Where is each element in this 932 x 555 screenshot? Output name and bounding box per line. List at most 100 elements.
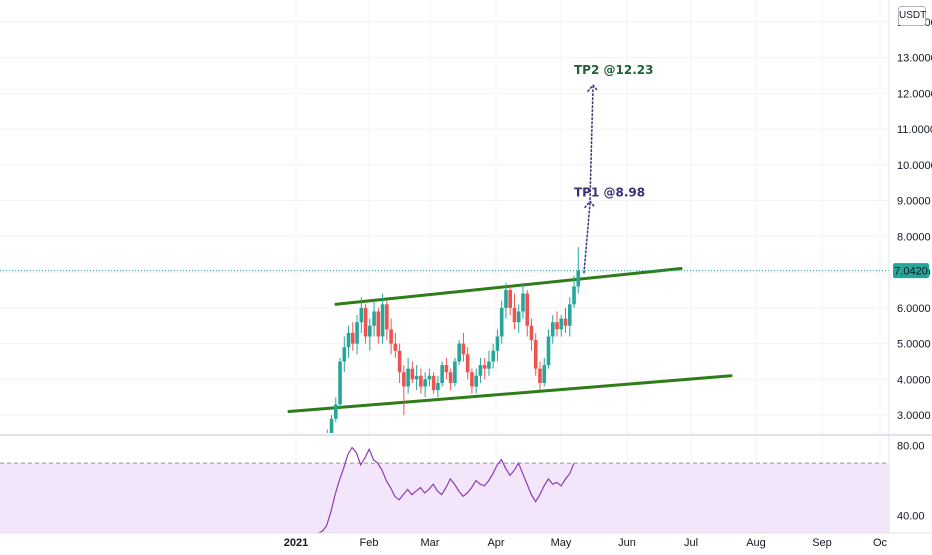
candle-body xyxy=(402,372,406,387)
candle-body xyxy=(444,365,449,373)
currency-badge[interactable]: USDT xyxy=(898,6,926,26)
price-tick-label: 13.0000 xyxy=(897,53,932,65)
target-projection xyxy=(583,83,599,274)
time-tick-label: Oc xyxy=(873,537,888,549)
oscillator-axis[interactable]: 80.00 40.00 xyxy=(897,441,925,523)
candle-body xyxy=(338,361,342,405)
candle-body xyxy=(376,311,381,337)
candle-body xyxy=(431,375,436,391)
candle-body xyxy=(380,304,385,337)
candle-body xyxy=(567,304,572,326)
candle-body xyxy=(346,332,351,348)
candle-body xyxy=(419,375,423,387)
candle-body xyxy=(538,368,542,383)
candle-body xyxy=(474,375,478,387)
time-tick-label: Mar xyxy=(421,537,440,549)
candle-body xyxy=(329,418,334,433)
candle-body xyxy=(427,375,432,380)
candle-body xyxy=(555,322,559,330)
time-tick-label: Feb xyxy=(360,537,379,549)
price-tick-label: 8.0000 xyxy=(897,231,931,243)
candle-body xyxy=(508,290,513,308)
oscillator-tick-label: 80.00 xyxy=(897,441,925,453)
candle-body xyxy=(512,307,517,323)
grid xyxy=(0,0,889,533)
time-tick-label: Sep xyxy=(812,537,832,549)
time-tick-label: 2021 xyxy=(284,537,308,549)
candle-body xyxy=(542,365,547,383)
candle-body xyxy=(355,322,359,344)
last-price-value: 7.0420 xyxy=(894,266,928,278)
candle-body xyxy=(436,382,440,391)
price-tick-label: 12.0000 xyxy=(897,88,932,100)
candle-body xyxy=(516,311,521,323)
candle-body xyxy=(393,343,398,351)
candle-body xyxy=(533,340,538,369)
candle-body xyxy=(478,365,483,376)
price-tick-label: 5.0000 xyxy=(897,339,931,351)
tp1-annotation[interactable]: TP1 @8.98 xyxy=(574,185,645,199)
candle-body xyxy=(359,307,364,323)
candle-body xyxy=(495,336,500,351)
candle-body xyxy=(491,350,495,362)
candlestick-series xyxy=(326,247,581,433)
candle-body xyxy=(453,361,457,383)
tp2-annotation[interactable]: TP2 @12.23 xyxy=(574,63,653,77)
oscillator-tick-label: 40.00 xyxy=(897,511,925,523)
time-tick-label: Jun xyxy=(618,537,636,549)
oscillator-line xyxy=(317,446,575,534)
oscillator-band xyxy=(0,463,889,533)
candle-body xyxy=(363,307,368,337)
tp1-projection-line xyxy=(583,202,591,274)
candle-body xyxy=(572,286,576,305)
tp2-projection-line xyxy=(589,86,594,201)
upper-channel-line xyxy=(334,267,683,306)
candle-body xyxy=(368,325,372,337)
candle-body xyxy=(499,307,504,337)
candle-body xyxy=(333,404,338,419)
candle-body xyxy=(559,318,564,330)
price-tick-label: 4.0000 xyxy=(897,374,931,386)
candle-body xyxy=(546,336,551,366)
candle-body xyxy=(397,350,402,373)
candle-body xyxy=(525,293,530,326)
candle-body xyxy=(504,290,508,308)
tp1-arrowhead xyxy=(584,200,596,209)
candle-body xyxy=(482,365,487,369)
candle-body xyxy=(550,322,555,337)
candle-body xyxy=(440,365,444,383)
candle-body xyxy=(521,293,525,312)
candle-body xyxy=(372,311,376,326)
candle-body xyxy=(406,368,410,387)
candle-body xyxy=(487,361,491,369)
last-price-tag: 7.0420 xyxy=(893,263,929,279)
price-tick-label: 11.0000 xyxy=(897,124,932,136)
candle-body xyxy=(563,318,568,326)
oscillator-pane xyxy=(0,446,889,534)
candle-body xyxy=(423,379,427,387)
candle-body xyxy=(410,368,415,380)
time-tick-label: Aug xyxy=(746,537,766,549)
tp2-arrowhead xyxy=(587,83,599,92)
candle-body xyxy=(389,329,393,344)
time-tick-label: Jul xyxy=(684,537,698,549)
price-tick-label: 6.0000 xyxy=(897,303,931,315)
candle-body xyxy=(457,343,461,362)
time-tick-label: May xyxy=(551,537,572,549)
candle-body xyxy=(465,354,470,373)
candle-body xyxy=(385,304,389,330)
candle-body xyxy=(342,347,347,362)
time-tick-label: Apr xyxy=(487,537,504,549)
candle-body xyxy=(576,270,581,287)
channel-trendlines[interactable] xyxy=(287,267,733,414)
price-tick-label: 10.0000 xyxy=(897,160,932,172)
candle-body xyxy=(351,332,355,344)
candle-body xyxy=(461,343,466,355)
price-tick-label: 3.0000 xyxy=(897,410,931,422)
candle-body xyxy=(470,372,474,387)
candle-body xyxy=(448,372,453,383)
lower-channel-line xyxy=(287,374,733,414)
time-axis[interactable]: 2021 Feb Mar Apr May Jun Jul Aug Sep Oc xyxy=(0,532,932,549)
